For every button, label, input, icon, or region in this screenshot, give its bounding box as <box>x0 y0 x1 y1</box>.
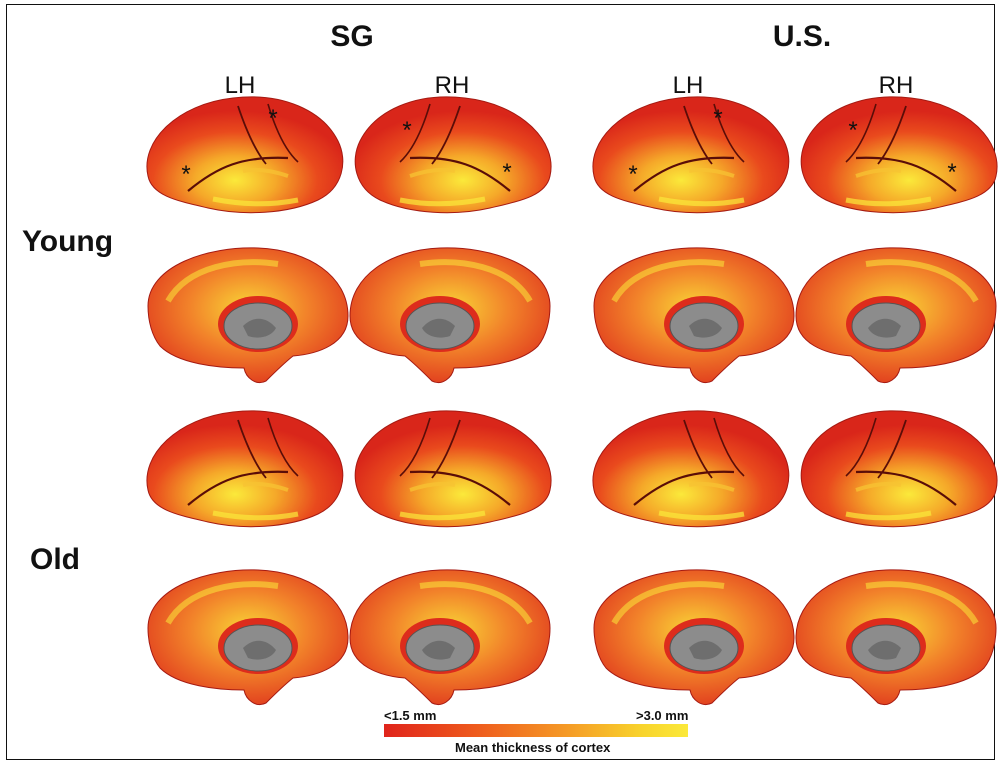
brain-young-sg-lh-lateral <box>147 97 343 213</box>
asterisk-marker: * <box>402 117 411 144</box>
brain-young-sg-lh-medial <box>148 248 348 383</box>
legend-color-bar <box>384 724 688 737</box>
brain-young-us-rh-medial <box>796 248 996 383</box>
legend-caption: Mean thickness of cortex <box>455 740 611 755</box>
asterisk-marker: * <box>628 161 637 188</box>
brain-old-sg-rh-medial <box>350 570 550 705</box>
hemisphere-label-us-rh: RH <box>878 72 914 99</box>
asterisk-marker: * <box>181 161 190 188</box>
hemisphere-label-sg-rh: RH <box>434 72 470 99</box>
group-title-us: U.S. <box>772 20 832 53</box>
brain-old-us-lh-medial <box>594 570 794 705</box>
group-title-sg: SG <box>330 20 374 53</box>
hemisphere-label-us-lh: LH <box>672 72 704 99</box>
asterisk-marker: * <box>848 117 857 144</box>
asterisk-marker: * <box>947 159 956 186</box>
brain-young-sg-rh-lateral <box>355 97 551 213</box>
brain-old-sg-lh-lateral <box>147 411 343 527</box>
figure-frame <box>6 4 995 760</box>
brain-young-us-lh-medial <box>594 248 794 383</box>
row-label-old: Old <box>30 543 80 576</box>
brain-young-us-lh-lateral <box>593 97 789 213</box>
brain-old-us-rh-medial <box>796 570 996 705</box>
legend-max-label: >3.0 mm <box>636 708 689 723</box>
row-label-young: Young <box>22 225 114 258</box>
hemisphere-label-sg-lh: LH <box>224 72 256 99</box>
brain-old-sg-rh-lateral <box>355 411 551 527</box>
asterisk-marker: * <box>713 105 722 132</box>
brain-young-sg-rh-medial <box>350 248 550 383</box>
legend-min-label: <1.5 mm <box>384 708 437 723</box>
brain-old-us-rh-lateral <box>801 411 997 527</box>
asterisk-marker: * <box>268 105 277 132</box>
asterisk-marker: * <box>502 159 511 186</box>
brain-old-sg-lh-medial <box>148 570 348 705</box>
brain-young-us-rh-lateral <box>801 97 997 213</box>
brain-old-us-lh-lateral <box>593 411 789 527</box>
